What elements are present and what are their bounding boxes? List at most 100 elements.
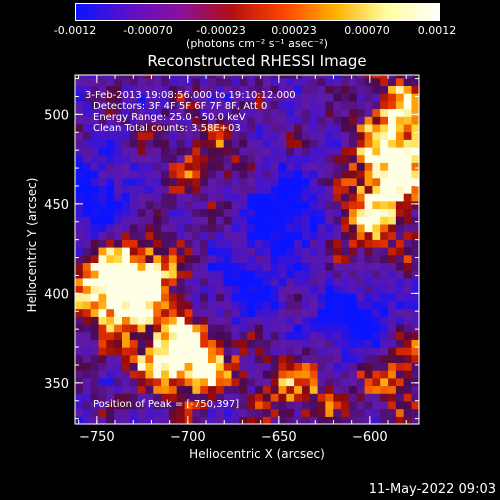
heatmap-cell bbox=[114, 370, 123, 379]
heatmap-cell bbox=[262, 93, 272, 102]
heatmap-cell bbox=[215, 277, 225, 287]
heatmap-cell bbox=[137, 339, 146, 348]
heatmap-cell bbox=[247, 193, 256, 202]
heatmap-cell bbox=[364, 116, 373, 125]
heatmap-cell bbox=[200, 362, 209, 371]
heatmap-cell bbox=[200, 247, 209, 256]
heatmap-cell bbox=[122, 254, 131, 263]
heatmap-cell bbox=[356, 300, 366, 310]
heatmap-cell bbox=[137, 285, 146, 294]
heatmap-cell bbox=[341, 293, 350, 302]
heatmap-cell bbox=[325, 347, 334, 356]
heatmap-cell bbox=[403, 270, 413, 279]
heatmap-cell bbox=[223, 200, 233, 210]
heatmap-cell bbox=[122, 239, 131, 248]
heatmap-cell bbox=[168, 362, 178, 371]
heatmap-cell bbox=[348, 123, 358, 133]
heatmap-cell bbox=[411, 75, 420, 79]
heatmap-cell bbox=[161, 223, 170, 233]
heatmap-cell bbox=[129, 100, 139, 110]
heatmap-cell bbox=[380, 177, 389, 186]
heatmap-cell bbox=[223, 85, 233, 94]
heatmap-cell bbox=[364, 293, 373, 302]
heatmap-cell bbox=[208, 362, 217, 371]
heatmap-cell bbox=[317, 285, 326, 294]
heatmap-cell bbox=[278, 285, 287, 294]
heatmap-cell bbox=[395, 146, 405, 156]
heatmap-cell bbox=[278, 239, 287, 248]
heatmap-cell bbox=[247, 347, 256, 356]
heatmap-cell bbox=[192, 170, 201, 179]
heatmap-cell bbox=[129, 270, 139, 279]
heatmap-cell bbox=[341, 262, 350, 271]
heatmap-cell bbox=[341, 116, 350, 125]
heatmap-cell bbox=[270, 408, 280, 417]
heatmap-cell bbox=[317, 185, 326, 194]
heatmap-cell bbox=[168, 324, 178, 333]
heatmap-cell bbox=[161, 185, 170, 194]
heatmap-cell bbox=[208, 93, 217, 102]
heatmap-cell bbox=[208, 393, 217, 402]
heatmap-cell bbox=[247, 146, 256, 156]
heatmap-cell bbox=[184, 277, 193, 287]
heatmap-cell bbox=[341, 400, 350, 410]
heatmap-cell bbox=[356, 208, 366, 217]
heatmap-cell bbox=[208, 146, 217, 156]
heatmap-cell bbox=[239, 85, 248, 94]
heatmap-cell bbox=[325, 131, 334, 140]
heatmap-cell bbox=[333, 331, 342, 340]
heatmap-cell bbox=[161, 247, 170, 256]
heatmap-cell bbox=[294, 262, 303, 271]
heatmap-cell bbox=[395, 93, 405, 102]
heatmap-cell bbox=[129, 262, 139, 271]
heatmap-cell bbox=[122, 354, 131, 363]
heatmap-cell bbox=[302, 146, 311, 156]
heatmap-cell bbox=[255, 162, 264, 171]
heatmap-cell bbox=[286, 339, 295, 348]
heatmap-cell bbox=[129, 254, 139, 263]
heatmap-cell bbox=[388, 239, 397, 248]
heatmap-cell bbox=[153, 77, 162, 86]
heatmap-cell bbox=[137, 270, 146, 279]
heatmap-cell bbox=[388, 308, 397, 317]
heatmap-cell bbox=[309, 200, 319, 210]
heatmap-cell bbox=[348, 216, 358, 225]
heatmap-cell bbox=[356, 131, 366, 140]
heatmap-cell bbox=[341, 362, 350, 371]
heatmap-cell bbox=[325, 75, 334, 79]
heatmap-cell bbox=[255, 416, 264, 425]
heatmap-cell bbox=[122, 362, 131, 371]
heatmap-cell bbox=[153, 354, 162, 363]
heatmap-cell bbox=[388, 331, 397, 340]
heatmap-cell bbox=[364, 254, 373, 263]
heatmap-cell bbox=[317, 75, 326, 79]
heatmap-cell bbox=[168, 223, 178, 233]
heatmap-cell bbox=[270, 116, 280, 125]
heatmap-cell bbox=[184, 339, 193, 348]
heatmap-cell bbox=[348, 116, 358, 125]
heatmap-cell bbox=[278, 370, 287, 379]
heatmap-cell bbox=[317, 377, 326, 387]
heatmap-cell bbox=[90, 247, 100, 256]
x-tick-label: −750 bbox=[79, 430, 115, 445]
heatmap-cell bbox=[153, 300, 162, 310]
heatmap-cell bbox=[90, 293, 100, 302]
heatmap-cell bbox=[372, 262, 381, 271]
heatmap-cell bbox=[309, 77, 319, 86]
heatmap-cell bbox=[231, 239, 240, 248]
heatmap-cell bbox=[129, 231, 139, 240]
heatmap-cell bbox=[356, 347, 366, 356]
heatmap-cell bbox=[317, 262, 326, 271]
heatmap-cell bbox=[129, 93, 139, 102]
heatmap-cell bbox=[286, 293, 295, 302]
heatmap-cell bbox=[208, 108, 217, 117]
heatmap-cell bbox=[153, 270, 162, 279]
colorbar bbox=[75, 3, 440, 21]
heatmap-cell bbox=[137, 316, 146, 325]
heatmap-cell bbox=[215, 393, 225, 402]
heatmap-cell bbox=[168, 177, 178, 186]
heatmap-cell bbox=[255, 185, 264, 194]
heatmap-cell bbox=[270, 146, 280, 156]
heatmap-cell bbox=[247, 385, 256, 394]
